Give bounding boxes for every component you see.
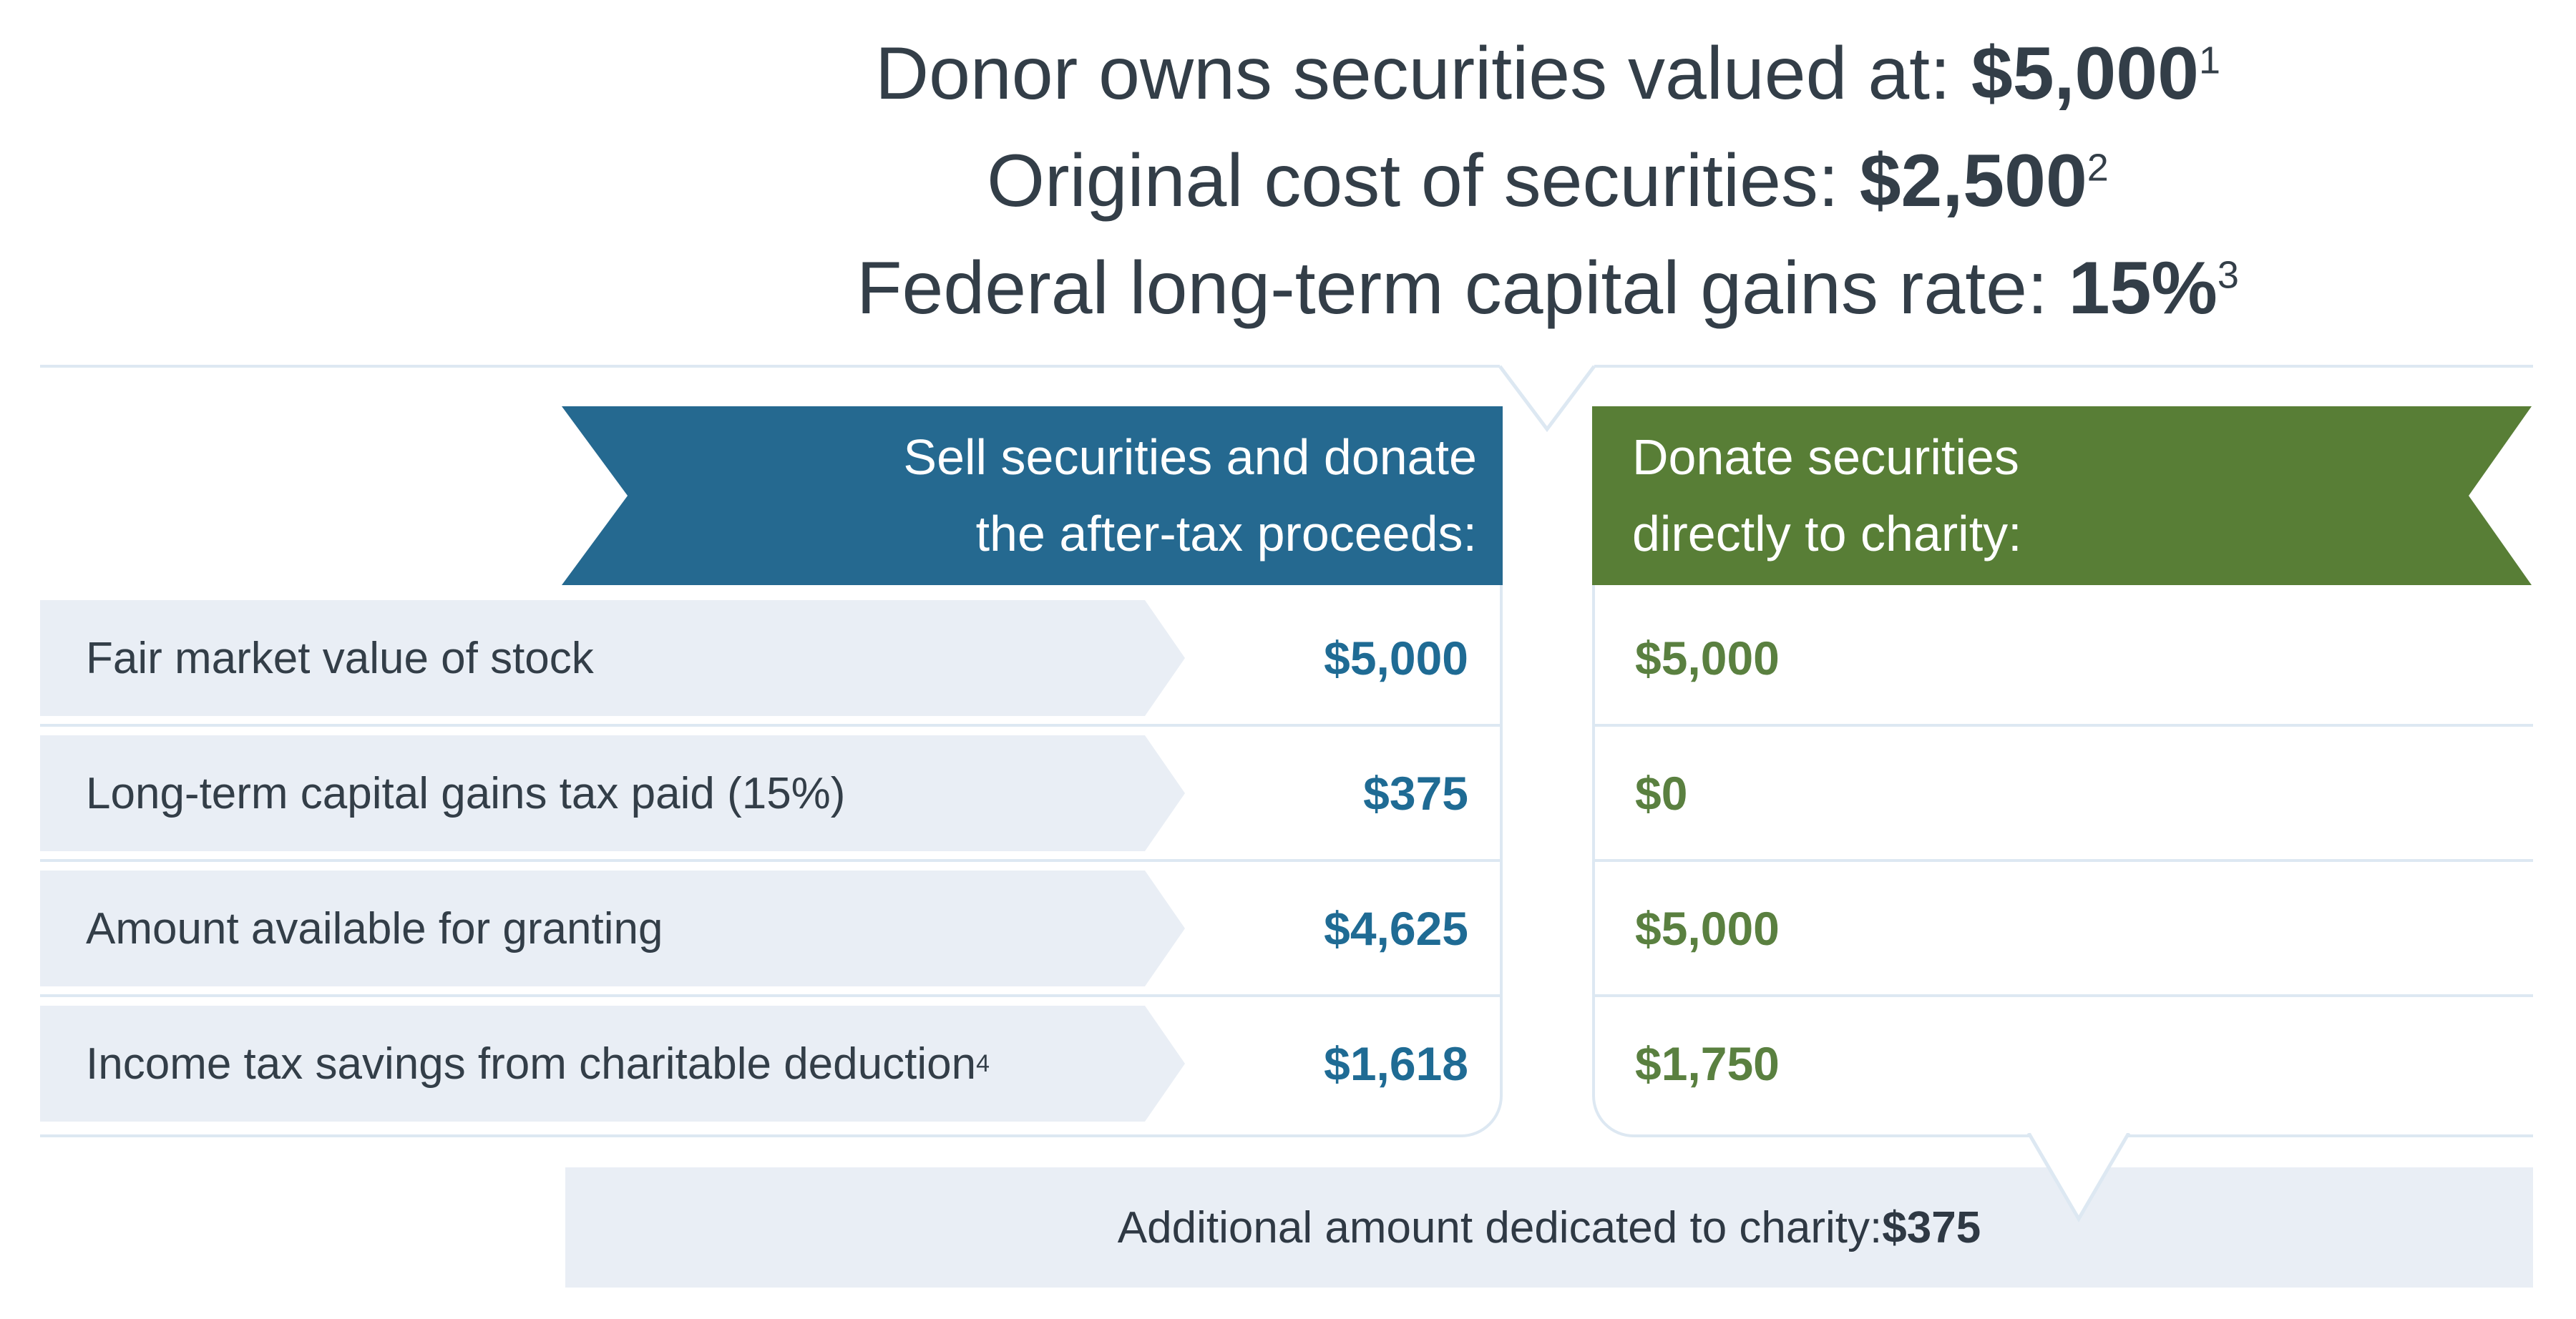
header-value: 15%: [2068, 247, 2218, 330]
sell-column-card: [40, 406, 1503, 1137]
row-label: Amount available for granting: [86, 903, 663, 953]
top-divider-left: [40, 365, 1500, 368]
row-divider: [40, 859, 1500, 862]
footnote-marker-2: 2: [2087, 146, 2109, 190]
row-divider: [1595, 724, 2533, 727]
donate-value-fair-market: $5,000: [1635, 632, 1780, 685]
row-label: Income tax savings from charitable deduc…: [86, 1039, 977, 1089]
donate-title-line1: Donate securities: [1632, 429, 2019, 485]
header-line-securities-value: Donor owns securities valued at: $5,0001: [562, 20, 2534, 127]
footer-summary-bar: Additional amount dedicated to charity: …: [565, 1167, 2533, 1288]
sell-column-banner: Sell securities and donate the after-tax…: [562, 406, 1503, 585]
header-value: $5,000: [1971, 32, 2199, 115]
table-row-label-income-tax-savings: Income tax savings from charitable deduc…: [40, 1006, 1185, 1122]
header-label: Original cost of securities:: [987, 139, 1860, 222]
header-pointer-notch-icon: [1498, 365, 1596, 433]
row-divider: [1595, 994, 2533, 997]
footer-label: Additional amount dedicated to charity:: [1117, 1202, 1883, 1252]
top-divider-right: [1594, 365, 2533, 368]
footnote-marker-3: 3: [2217, 253, 2239, 297]
row-label: Fair market value of stock: [86, 633, 594, 683]
sell-title-line2: the after-tax proceeds:: [975, 506, 1477, 562]
header-assumptions: Donor owns securities valued at: $5,0001…: [562, 20, 2534, 342]
donate-value-amount-granting: $5,000: [1635, 902, 1780, 955]
sell-value-fair-market: $5,000: [1324, 632, 1468, 685]
footer-value: $375: [1882, 1202, 1981, 1252]
row-divider: [40, 724, 1500, 727]
footnote-marker-1: 1: [2198, 39, 2220, 82]
donate-title-line2: directly to charity:: [1632, 506, 2022, 562]
sell-column-title: Sell securities and donate the after-tax…: [903, 419, 1477, 572]
row-divider: [1595, 859, 2533, 862]
donate-column-title: Donate securities directly to charity:: [1632, 419, 2022, 572]
header-line-original-cost: Original cost of securities: $2,5002: [562, 127, 2534, 235]
table-row-label-fair-market-value: Fair market value of stock: [40, 600, 1185, 716]
table-row-label-amount-for-granting: Amount available for granting: [40, 871, 1185, 986]
row-label: Long-term capital gains tax paid (15%): [86, 768, 846, 818]
donate-column-pointer-icon: [2027, 1133, 2130, 1222]
header-line-capital-gains-rate: Federal long-term capital gains rate: 15…: [562, 235, 2534, 342]
donate-column-banner: Donate securities directly to charity:: [1592, 406, 2532, 585]
row-divider: [40, 994, 1500, 997]
donate-value-tax-savings: $1,750: [1635, 1037, 1780, 1090]
sell-value-amount-granting: $4,625: [1324, 902, 1468, 955]
sell-title-line1: Sell securities and donate: [903, 429, 1477, 485]
header-label: Donor owns securities valued at:: [874, 32, 1971, 115]
header-label: Federal long-term capital gains rate:: [857, 247, 2069, 330]
sell-value-capital-gains-tax: $375: [1363, 767, 1468, 820]
header-value: $2,500: [1859, 139, 2087, 222]
donate-value-capital-gains-tax: $0: [1635, 767, 1688, 820]
table-row-label-capital-gains-tax: Long-term capital gains tax paid (15%): [40, 735, 1185, 851]
sell-value-tax-savings: $1,618: [1324, 1037, 1468, 1090]
